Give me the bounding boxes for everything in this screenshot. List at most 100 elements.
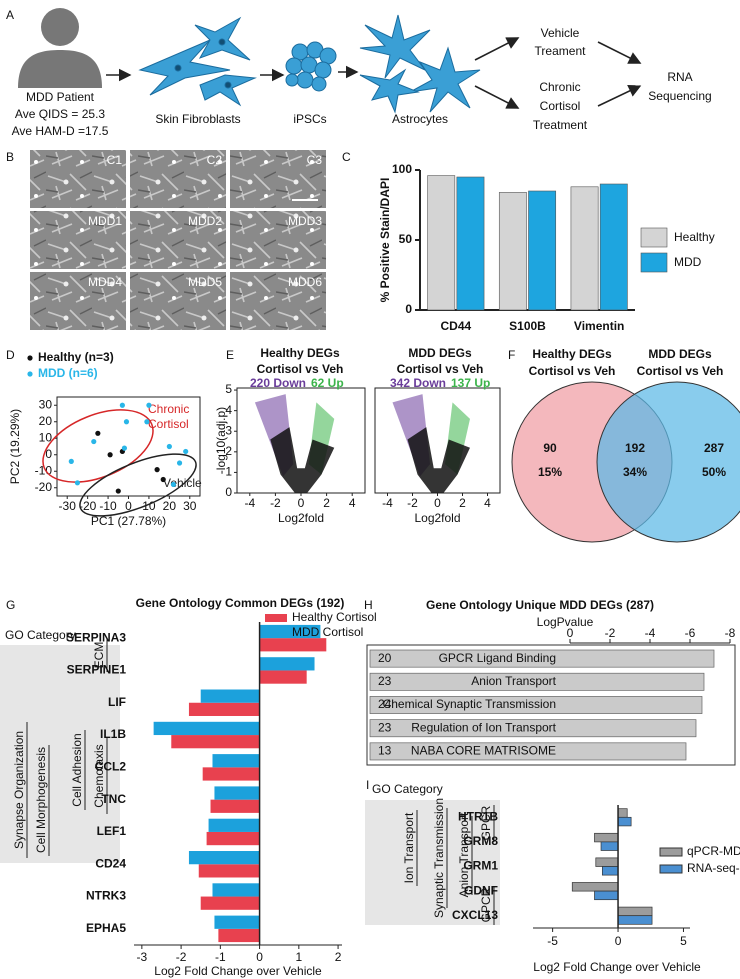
go-term: Chemotaxis [92,744,106,807]
x-tick-label: 0 [298,496,305,510]
y-tick-label: 0 [405,302,412,316]
micrograph [30,272,126,330]
point-cloud [270,427,335,493]
x-tick-label: -4 [645,626,656,640]
legend-swatch [265,614,287,622]
x-tick-label: 4 [484,496,491,510]
point [123,419,130,425]
count-label: 23 [378,674,392,688]
micrograph [130,150,226,208]
region-share: 15% [538,465,562,479]
bar [594,890,619,901]
go-term: ECM [92,642,106,669]
panel-label: I [366,778,369,792]
bar [369,672,705,691]
go-term: GPCR [479,887,493,922]
bar [600,841,619,851]
x-tick-label: CD44 [440,319,471,333]
set-title: Cortisol vs Veh [637,364,724,378]
y-axis-label: PC2 (19.29%) [8,409,22,484]
go-term: GPCR [479,805,493,840]
bar [171,735,260,749]
panel-label: C [342,150,351,164]
bar [200,896,260,910]
down-count: 342 Down [390,376,446,390]
category-label: GRM8 [463,834,498,848]
bar [214,915,260,929]
legend-label: MDD (n=6) [38,366,98,380]
chart-title: Gene Ontology Common DEGs (192) [136,596,345,610]
step-label: iPSCs [293,112,326,126]
legend-swatch [265,629,287,637]
micrograph [130,272,226,330]
x-tick-label: 0 [567,626,574,640]
micrograph [230,150,326,208]
point [144,419,150,425]
x-tick-label: 4 [349,496,356,510]
y-tick-label: 5 [225,382,232,396]
micrograph-label: MDD1 [88,214,122,228]
x-tick-label: 5 [680,934,687,948]
bar [188,702,260,716]
x-tick-label: -8 [725,626,736,640]
category-label: LIF [108,695,126,709]
category-label: HTR1B [458,809,498,823]
point [95,430,101,436]
x-tick-label: -6 [685,626,696,640]
legend-swatch [640,252,668,273]
annotation: Chronic [148,402,189,416]
legend-label: Healthy Cortisol [292,610,377,624]
bar [456,176,485,311]
go-term: Ion Transport [402,812,416,883]
x-tick-label: -5 [547,934,558,948]
x-tick-label: -2 [407,496,418,510]
point [115,488,121,494]
point [146,402,152,408]
x-tick-label: S100B [509,319,546,333]
bar [218,928,260,943]
x-tick-label: -4 [382,496,393,510]
bar [212,754,260,768]
workflow-art [18,8,642,114]
x-tick-label: 0 [615,934,622,948]
step-label: Astrocytes [392,112,448,126]
point [166,443,172,450]
y-axis-label: % Positive Stain/DAPI [378,178,392,303]
legend-label: MDD [674,255,702,269]
bar [210,799,260,813]
legend-swatch [659,847,683,857]
bar [528,190,557,311]
category-label: SERPINA3 [66,630,126,644]
x-axis-label: Log2fold [414,511,460,525]
hamd-label: Ave HAM-D =17.5 [12,124,109,138]
treatment-label: Chronic [539,80,580,94]
x-tick-label: -30 [59,499,77,513]
micrograph [230,211,326,269]
sequencing-label: RNA [667,70,692,84]
chart-title: Gene Ontology Unique MDD DEGs (287) [426,598,654,612]
x-tick-label: -3 [137,950,148,964]
x-tick-label: 0 [125,499,132,513]
category-label: EPHA5 [86,921,126,935]
go-term: Cell Morphogenesis [34,747,48,853]
micrograph-label: MDD3 [288,214,322,228]
chart-title: Cortisol vs Veh [397,362,484,376]
x-tick-label: Vimentin [574,319,624,333]
set-title: Cortisol vs Veh [529,364,616,378]
down-count: 220 Down [250,376,306,390]
bar [594,832,619,843]
bar [369,742,687,761]
go-box [365,800,500,925]
bar [427,175,456,311]
bar [617,906,653,917]
x-tick-label: -20 [79,499,97,513]
count-label: 23 [378,720,392,734]
x-tick-label: 0 [434,496,441,510]
bar [200,689,260,703]
category-label: TNC [101,792,126,806]
plot-frame [366,644,736,766]
bar [369,719,697,738]
y-tick-label: -20 [35,480,53,494]
bar [202,767,260,781]
x-tick-label: -4 [244,496,255,510]
